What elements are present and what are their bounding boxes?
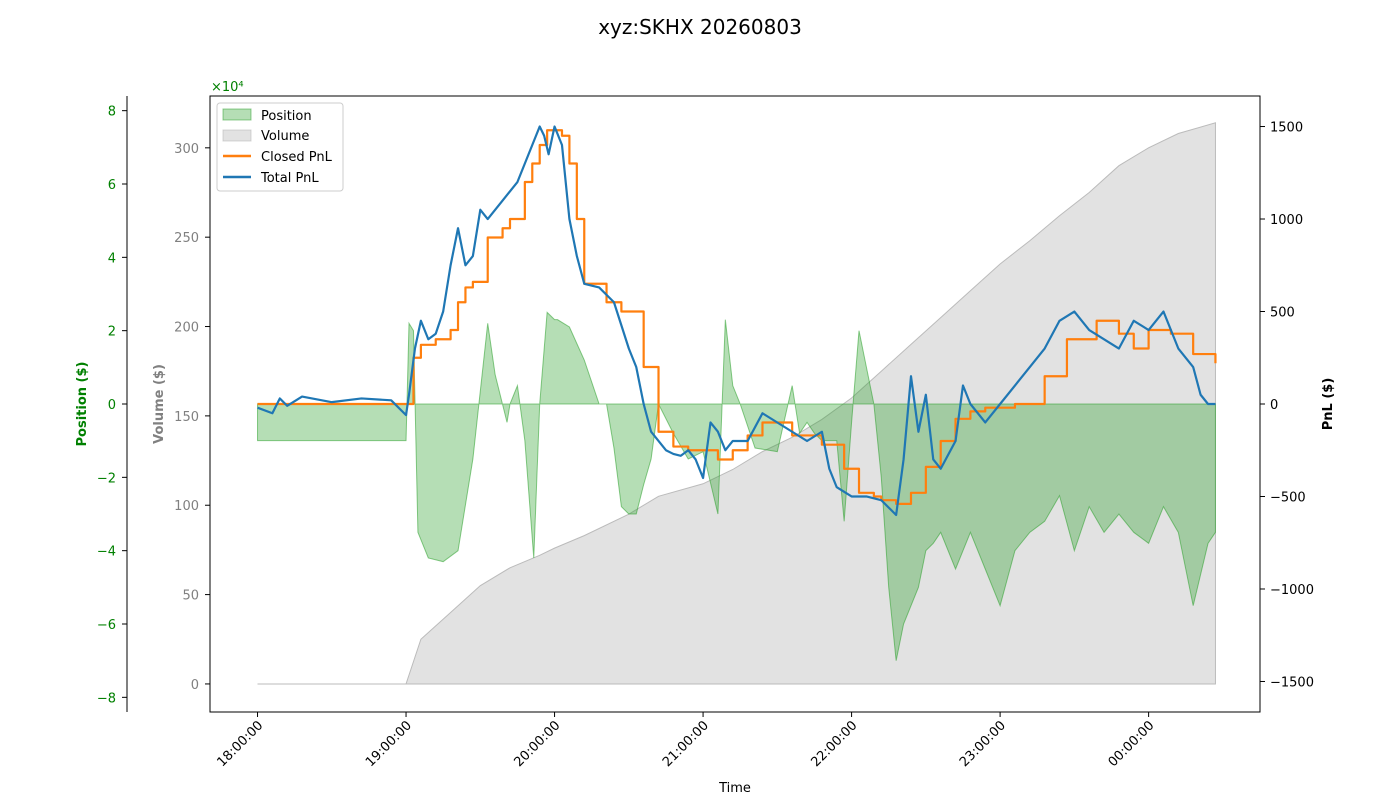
position-axis: −8 −6 −4 −2 0 2 4 6 8 [97,96,128,712]
time-tick-label: 22:00:00 [809,718,861,770]
legend-box [216,102,344,192]
x-axis-label: Time [718,781,751,796]
position-axis-label: Position ($) [75,362,90,447]
volume-tick-label: 150 [174,410,199,425]
pnl-axis: −1500 −1000 −500 0 500 1000 1500 [1260,121,1314,690]
volume-tick-label: 200 [174,321,199,336]
pnl-tick-label: 500 [1270,306,1295,321]
volume-axis: 0 50 100 150 200 250 300 [174,142,210,693]
time-tick-label: 00:00:00 [1106,718,1158,770]
legend-label-volume: Volume [261,129,309,144]
total-pnl-series [257,125,1216,517]
position-series [257,311,1216,661]
legend-label-position: Position [261,109,312,124]
legend-label-total-pnl: Total PnL [260,171,319,186]
position-tick-label: −4 [97,545,116,560]
position-multiplier: ×10⁴ [211,80,244,95]
time-tick-label: 18:00:00 [214,718,266,770]
pnl-tick-label: −1000 [1270,583,1314,598]
legend-swatch-volume [222,129,252,142]
position-area [257,311,1216,661]
position-tick-label: −6 [97,618,116,633]
position-tick-label: 4 [108,251,116,266]
pnl-tick-label: 1000 [1270,213,1303,228]
position-tick-label: −2 [97,471,116,486]
closed-pnl-series [257,129,1217,505]
volume-axis-label: Volume ($) [152,364,167,444]
time-axis: 18:00:00 19:00:00 20:00:00 21:00:00 22:00:00… [214,712,1157,770]
total-pnl-line [257,125,1216,517]
pnl-tick-label: 0 [1270,398,1278,413]
legend: Position Volume Closed PnL Total PnL [216,102,344,192]
time-tick-label: 20:00:00 [511,718,563,770]
volume-area [257,122,1216,685]
time-tick-label: 23:00:00 [957,718,1009,770]
position-tick-label: 6 [108,178,116,193]
pnl-tick-label: −500 [1270,490,1306,505]
closed-pnl-line [257,129,1217,505]
volume-tick-label: 0 [191,678,199,693]
legend-swatch-position [222,108,252,121]
chart-title: xyz:SKHX 20260803 [598,15,802,39]
volume-tick-label: 100 [174,499,199,514]
legend-label-closed-pnl: Closed PnL [261,150,333,165]
pnl-tick-label: −1500 [1270,675,1314,690]
position-tick-label: 2 [108,325,116,340]
position-tick-label: 0 [108,398,116,413]
pnl-tick-label: 1500 [1270,121,1303,136]
volume-series [257,122,1216,685]
time-tick-label: 21:00:00 [660,718,712,770]
volume-tick-label: 300 [174,142,199,157]
volume-tick-label: 250 [174,231,199,246]
pnl-axis-label: PnL ($) [1321,378,1336,431]
volume-tick-label: 50 [182,589,199,604]
position-tick-label: 8 [108,105,116,120]
time-tick-label: 19:00:00 [363,718,415,770]
position-tick-label: −8 [97,691,116,706]
